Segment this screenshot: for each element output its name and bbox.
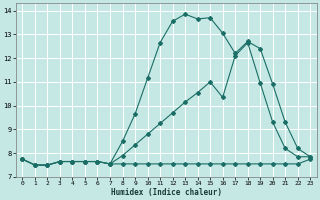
X-axis label: Humidex (Indice chaleur): Humidex (Indice chaleur): [111, 188, 222, 197]
